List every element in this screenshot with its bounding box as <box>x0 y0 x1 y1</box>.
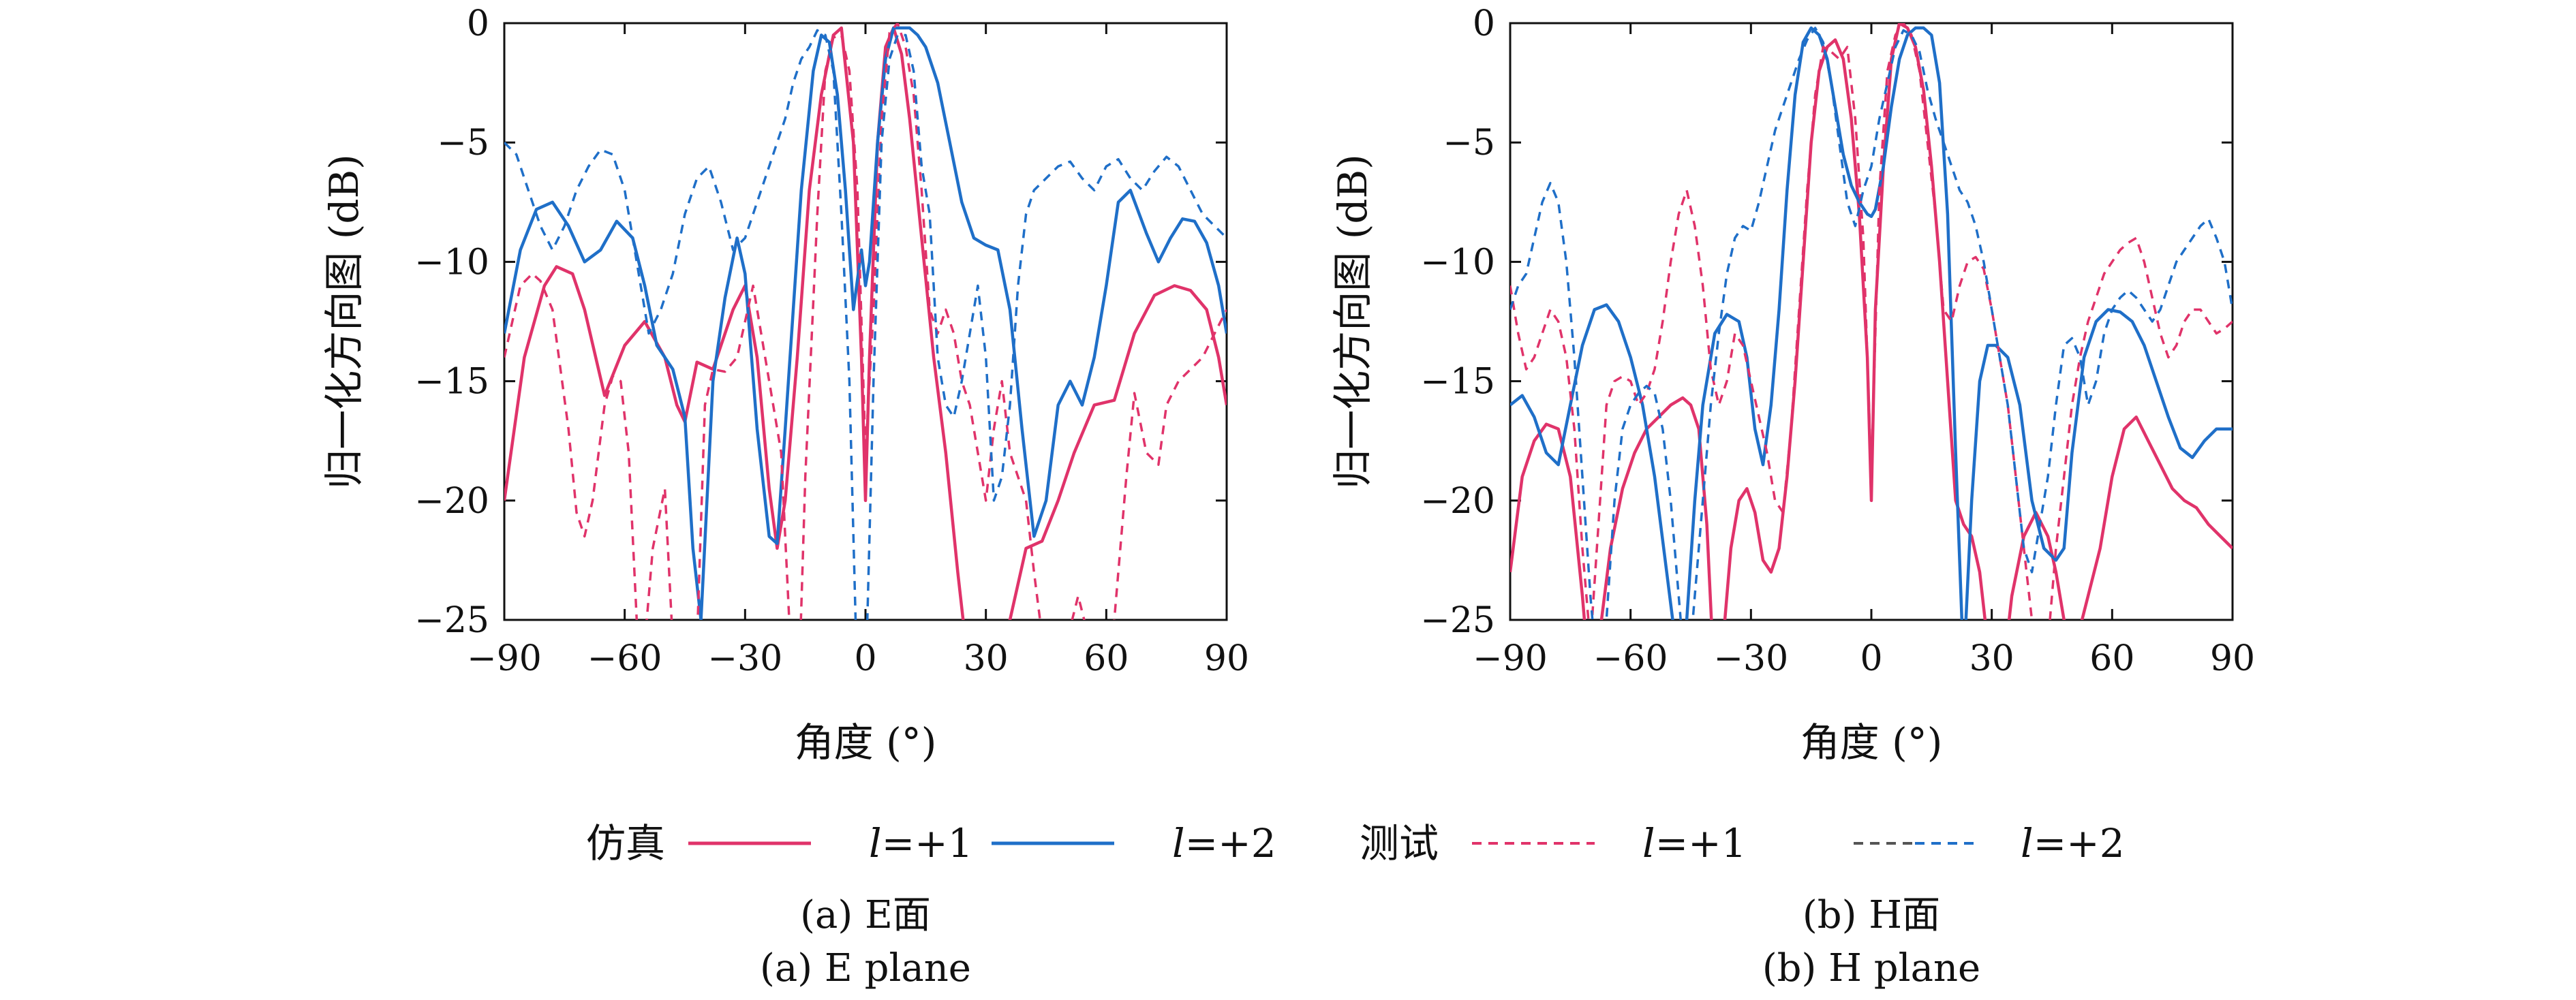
y-axis-label-a: 归一化方向图 (dB) <box>321 154 367 488</box>
x-tick-label-b-0: −90 <box>1473 638 1548 679</box>
legend-label-sim-l1: l=+1 <box>869 820 973 866</box>
x-tick-label-a-0: −90 <box>467 638 542 679</box>
y-tick-label-a-5: −25 <box>414 600 489 641</box>
y-tick-label-a-4: −20 <box>414 481 489 522</box>
y-tick-label-b-0: 0 <box>1473 3 1495 44</box>
series-line-a-3 <box>504 29 1227 620</box>
series-line-b-3 <box>1510 27 2233 620</box>
x-tick-label-b-6: 90 <box>2210 638 2255 679</box>
legend: 仿真 l=+1 l=+2 测试 l=+1 l=+2 <box>586 820 2125 866</box>
y-tick-label-a-2: −10 <box>414 242 489 283</box>
x-tick-label-b-3: 0 <box>1860 638 1882 679</box>
ticks-a: −90 −60 −30 0 30 60 90 0 −5 −10 −15 −20 −25 <box>414 3 1249 679</box>
x-tick-label-b-4: 30 <box>1969 638 2014 679</box>
y-tick-label-b-3: −15 <box>1420 362 1495 403</box>
y-tick-label-a-3: −15 <box>414 362 489 403</box>
series-line-a-0 <box>504 26 1227 620</box>
y-axis-label-b: 归一化方向图 (dB) <box>1330 154 1376 488</box>
x-tick-label-a-5: 60 <box>1084 638 1129 679</box>
legend-label-meas-l1: l=+1 <box>1642 820 1747 866</box>
series-line-a-1 <box>504 26 1227 620</box>
plot-frame-a <box>503 22 1228 621</box>
legend-label-meas-l2: l=+2 <box>2021 820 2125 866</box>
legend-group-meas: 测试 <box>1360 820 1439 866</box>
x-tick-label-a-3: 0 <box>854 638 876 679</box>
y-tick-label-b-1: −5 <box>1443 123 1495 163</box>
y-tick-label-b-5: −25 <box>1420 600 1495 641</box>
y-tick-label-b-2: −10 <box>1420 242 1495 283</box>
series-line-b-0 <box>1510 23 2233 620</box>
y-tick-label-a-1: −5 <box>437 123 489 163</box>
y-tick-label-b-4: −20 <box>1420 481 1495 522</box>
series-line-a-2 <box>504 23 1227 620</box>
x-tick-label-a-4: 30 <box>964 638 1009 679</box>
chart-panel-a: −90 −60 −30 0 30 60 90 0 −5 −10 −15 −20 −25 角度 (°) 归… <box>321 3 1249 766</box>
caption-b-en: (b) H plane <box>1762 946 1980 990</box>
x-tick-label-b-2: −30 <box>1713 638 1788 679</box>
x-tick-label-b-1: −60 <box>1593 638 1668 679</box>
series-a <box>504 23 1227 620</box>
x-axis-label-b: 角度 (°) <box>1800 719 1943 766</box>
series-line-b-2 <box>1510 23 2233 620</box>
series-line-b-1 <box>1510 26 2233 620</box>
caption-a-cn: (a) E面 <box>800 893 931 937</box>
caption-b-cn: (b) H面 <box>1803 893 1940 937</box>
series-b <box>1510 23 2233 620</box>
x-tick-label-b-5: 60 <box>2089 638 2134 679</box>
x-tick-label-a-2: −30 <box>707 638 782 679</box>
x-axis-label-a: 角度 (°) <box>795 719 937 766</box>
x-tick-label-a-6: 90 <box>1204 638 1249 679</box>
caption-a-en: (a) E plane <box>760 946 971 990</box>
chart-panel-b: −90 −60 −30 0 30 60 90 0 −5 −10 −15 −20 −25 角度 (°) 归… <box>1330 3 2255 766</box>
legend-label-sim-l2: l=+2 <box>1172 820 1276 866</box>
y-tick-label-a-0: 0 <box>467 3 489 44</box>
legend-group-sim: 仿真 <box>586 820 665 866</box>
ticks-b: −90 −60 −30 0 30 60 90 0 −5 −10 −15 −20 −25 <box>1420 3 2255 679</box>
x-tick-label-a-1: −60 <box>587 638 662 679</box>
